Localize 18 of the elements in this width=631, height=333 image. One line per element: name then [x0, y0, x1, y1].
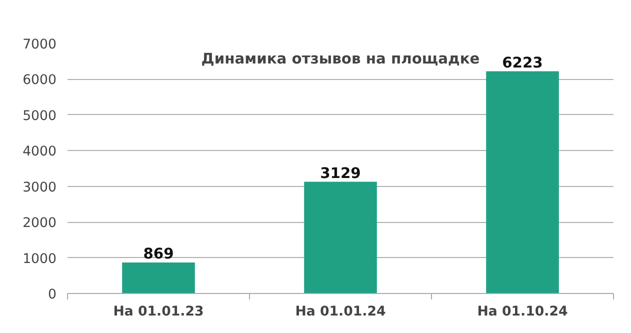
y-tick-label: 6000 [22, 73, 57, 88]
y-tick-label: 4000 [22, 144, 57, 160]
bar [486, 71, 559, 294]
x-tick-label: На 01.10.24 [477, 304, 568, 320]
bar [304, 182, 377, 294]
y-tick-label: 1000 [22, 252, 57, 267]
x-tick-label: На 01.01.23 [113, 304, 204, 320]
data-label: 3129 [320, 164, 361, 182]
x-tick-label: На 01.01.24 [295, 304, 386, 320]
data-label: 869 [143, 245, 174, 262]
y-tick-label: 3000 [22, 180, 57, 196]
y-tick-label: 0 [48, 288, 57, 302]
y-tick-label: 5000 [22, 108, 57, 124]
text: Динамика отзывов на площадке [201, 50, 480, 68]
data-label: 6223 [502, 54, 543, 72]
y-tick-label: 2000 [22, 216, 57, 232]
bar [122, 262, 195, 294]
y-tick-label: 7000 [22, 38, 57, 52]
